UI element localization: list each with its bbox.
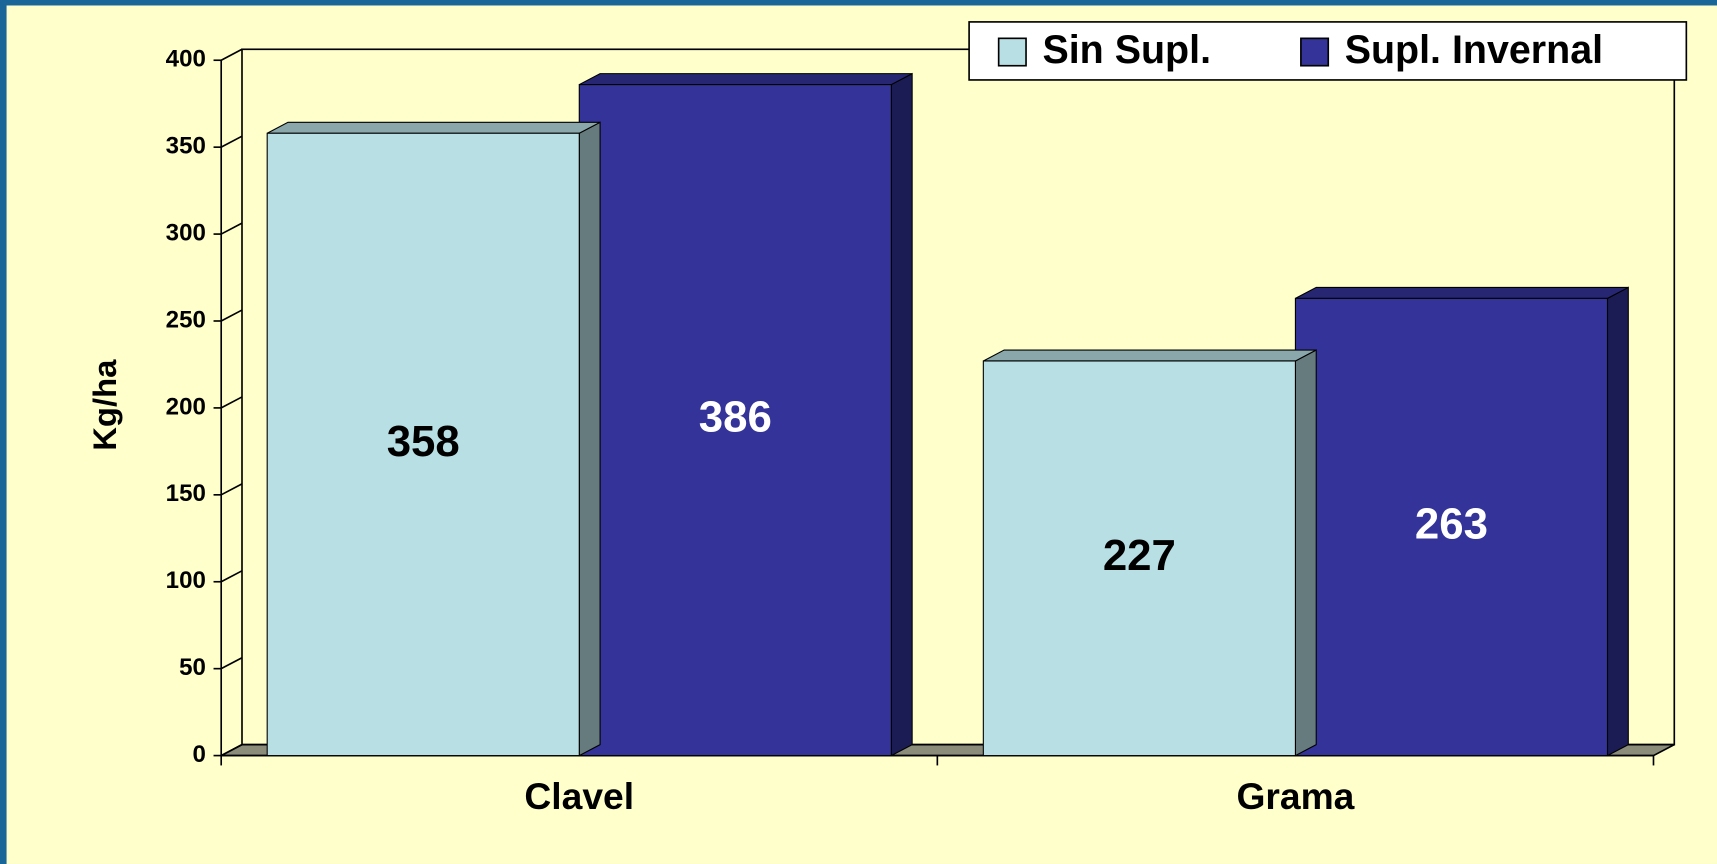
x-tick-label: Clavel xyxy=(524,775,634,817)
y-tick-label: 100 xyxy=(166,567,206,594)
y-tick-depth xyxy=(220,396,243,409)
bar-side xyxy=(1294,349,1317,757)
y-tick-depth xyxy=(220,135,243,148)
y-tick-depth xyxy=(220,483,243,496)
y-tick-label: 50 xyxy=(179,654,206,681)
legend xyxy=(968,21,1688,81)
y-tick-label: 250 xyxy=(166,306,206,333)
y-tick-label: 200 xyxy=(166,393,206,420)
bar xyxy=(982,360,1296,757)
data-label: 227 xyxy=(1103,531,1176,580)
bar xyxy=(1294,297,1609,757)
y-tick-depth xyxy=(220,656,243,670)
y-tick-label: 300 xyxy=(166,219,206,246)
y-tick-label: 150 xyxy=(166,480,206,507)
x-tick-label: Grama xyxy=(1236,775,1354,817)
y-axis-label: Kg/ha xyxy=(86,359,123,451)
y-tick-depth xyxy=(220,570,243,583)
bar-side xyxy=(578,121,601,757)
y-tick-label: 0 xyxy=(192,741,205,768)
data-label: 358 xyxy=(387,417,460,466)
bar xyxy=(578,84,892,757)
bar-side xyxy=(1606,286,1629,757)
y-tick-depth xyxy=(220,222,243,235)
bar-top xyxy=(579,73,913,86)
legend-swatch xyxy=(997,37,1027,67)
legend-label: Supl. Invernal xyxy=(1345,28,1603,72)
y-tick-depth xyxy=(220,309,243,322)
y-tick-depth xyxy=(220,743,243,757)
y-tick-label: 350 xyxy=(166,133,206,160)
legend-swatch xyxy=(1300,37,1330,67)
data-label: 263 xyxy=(1415,500,1488,549)
bar-side xyxy=(890,72,913,757)
bar-top xyxy=(266,121,601,134)
data-label: 386 xyxy=(699,393,772,442)
y-tick-label: 400 xyxy=(166,46,206,73)
legend-label: Sin Supl. xyxy=(1042,28,1211,72)
y-tick-depth xyxy=(220,48,243,61)
bar-top xyxy=(1295,286,1629,299)
bar-top xyxy=(983,349,1317,362)
bar xyxy=(266,132,580,757)
